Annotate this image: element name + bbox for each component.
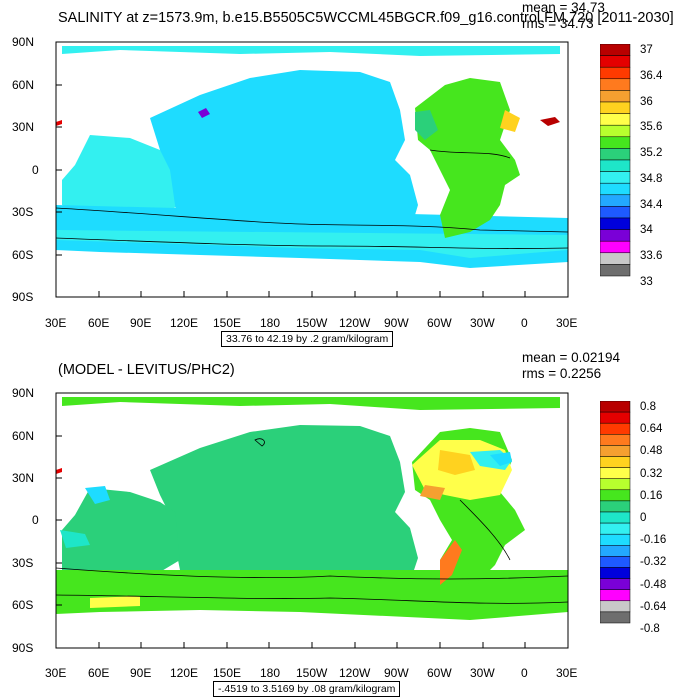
panel2-colorbar-swatch: [600, 545, 631, 557]
panel1-lon-label: 30E: [45, 316, 67, 330]
panel2-colorbar-label: 0.48: [640, 445, 663, 458]
panel1-lon-label: 0: [521, 316, 528, 330]
panel2-lon-label: 60E: [88, 666, 110, 680]
panel2-lon-label: 90W: [384, 666, 409, 680]
panel2-colorbar-swatch: [600, 401, 631, 413]
panel2-colorbar-label: -0.32: [640, 556, 667, 569]
panel1-lon-label: 60W: [427, 316, 452, 330]
panel1-lon-label: 120E: [170, 316, 199, 330]
panel2-colorbar-swatch: [600, 611, 631, 624]
panel2-lon-label: 60W: [427, 666, 452, 680]
panel1-colorbar-label: 35.6: [640, 121, 663, 134]
panel2-lon-label: 30E: [556, 666, 578, 680]
panel2-map-fill: [55, 393, 569, 648]
panel2-colorbar-swatch: [600, 467, 631, 479]
panel2-title: (MODEL - LEVITUS/PHC2): [58, 362, 235, 378]
panel2-lon-label: 0: [521, 666, 528, 680]
panel1-map-fill: [55, 42, 569, 297]
panel1-rms: rms = 34.73: [522, 16, 594, 31]
panel2-colorbar-swatch: [600, 600, 631, 613]
panel1-contour-info: 33.76 to 42.19 by .2 gram/kilogram: [221, 331, 394, 347]
panel2-colorbar-swatch: [600, 411, 631, 424]
panel2-lat-label: 60N: [12, 429, 35, 443]
panel2-lon-label: 150W: [296, 666, 328, 680]
panel1-title: SALINITY at z=1573.9m, b.e15.B5505C5WCCM…: [58, 10, 674, 26]
panel1-lat-label: 90N: [12, 35, 35, 49]
panel2-colorbar-swatch: [600, 434, 631, 446]
panel2-colorbar-swatch: [600, 445, 631, 457]
panel1-lat-label: 30S: [12, 205, 34, 219]
panel1-lon-label: 90W: [384, 316, 409, 330]
panel2-colorbar-label: 0: [640, 512, 647, 524]
panel1-lon-label: 30E: [556, 316, 578, 330]
panel2-colorbar-swatch: [600, 567, 631, 579]
panel2-mean: mean = 0.02194: [522, 350, 620, 365]
panel1-colorbar-label: 33: [640, 276, 653, 288]
panel2-rms: rms = 0.2256: [522, 366, 602, 381]
panel2-lon-label: 120W: [339, 666, 371, 680]
panel2-colorbar-label: -0.8: [640, 623, 660, 635]
panel1-lon-label: 180: [260, 316, 281, 330]
panel1-colorbar: [600, 44, 631, 277]
panel1-colorbar-label: 33.6: [640, 250, 663, 263]
panel1-colorbar-label: 37: [640, 44, 653, 56]
panel2-colorbar-label: 0.64: [640, 423, 663, 436]
panel1-lat-label: 60S: [12, 248, 34, 262]
panel2-lat-label: 0: [32, 513, 39, 527]
panel2-colorbar-swatch: [600, 511, 631, 524]
panel2-contour-info: -.4519 to 3.5169 by .08 gram/kilogram: [213, 681, 401, 697]
panel1-lon-label: 90E: [130, 316, 152, 330]
panel2-colorbar-label: -0.48: [640, 578, 667, 591]
panel1-lon-label: 150W: [296, 316, 328, 330]
panel2-lon-label: 30W: [470, 666, 495, 680]
panel1-colorbar-label: 36: [640, 95, 653, 108]
panel2-colorbar-swatch: [600, 456, 631, 468]
panel1-colorbar-label: 34: [640, 224, 653, 237]
panel2-colorbar-swatch: [600, 489, 631, 502]
panel1-colorbar-label: 36.4: [640, 69, 663, 82]
panel2-colorbar-label: 0.8: [640, 401, 656, 413]
panel2-colorbar-swatch: [600, 578, 631, 590]
panel1-lat-label: 0: [32, 163, 39, 177]
panel2-lat-label: 30S: [12, 556, 34, 570]
panel1-lon-label: 60E: [88, 316, 110, 330]
panel2-colorbar-swatch: [600, 589, 631, 602]
panel1-mean: mean = 34.73: [522, 0, 605, 15]
panel2-lon-label: 90E: [130, 666, 152, 680]
panel1-colorbar-label: 34.8: [640, 172, 663, 185]
panel2-colorbar-label: 0.16: [640, 489, 663, 502]
panel2-lat-label: 90N: [12, 386, 35, 400]
panel1-lon-label: 150E: [213, 316, 242, 330]
panel2-colorbar-swatch: [600, 533, 631, 546]
panel2-colorbar-swatch: [600, 556, 631, 568]
panel1-colorbar-label: 34.4: [640, 198, 663, 211]
panel2-lon-label: 30E: [45, 666, 67, 680]
panel1-lat-label: 30N: [12, 120, 35, 134]
panel2-colorbar: [600, 401, 631, 624]
panel1-colorbar-swatch: [600, 264, 631, 277]
panel2-colorbar-label: -0.16: [640, 534, 667, 547]
panel1-lat-label: 60N: [12, 78, 35, 92]
panel1-colorbar-label: 35.2: [640, 147, 663, 160]
panel2-lon-label: 180: [260, 666, 281, 680]
panel2-colorbar-swatch: [600, 522, 631, 535]
panel2-colorbar-swatch: [600, 478, 631, 491]
panel2-lon-label: 120E: [170, 666, 199, 680]
panel2-colorbar-swatch: [600, 500, 631, 513]
panel2-lat-label: 30N: [12, 471, 35, 485]
panel2-lat-label: 60S: [12, 598, 34, 612]
panel1-lat-label: 90S: [12, 290, 34, 304]
panel2-lat-label: 90S: [12, 641, 34, 655]
panel2-colorbar-swatch: [600, 422, 631, 435]
panel2-colorbar-label: -0.64: [640, 600, 667, 613]
panel1-lon-label: 30W: [470, 316, 495, 330]
panel2-lon-label: 150E: [213, 666, 242, 680]
panel2-colorbar-label: 0.32: [640, 467, 663, 480]
panel1-lon-label: 120W: [339, 316, 371, 330]
